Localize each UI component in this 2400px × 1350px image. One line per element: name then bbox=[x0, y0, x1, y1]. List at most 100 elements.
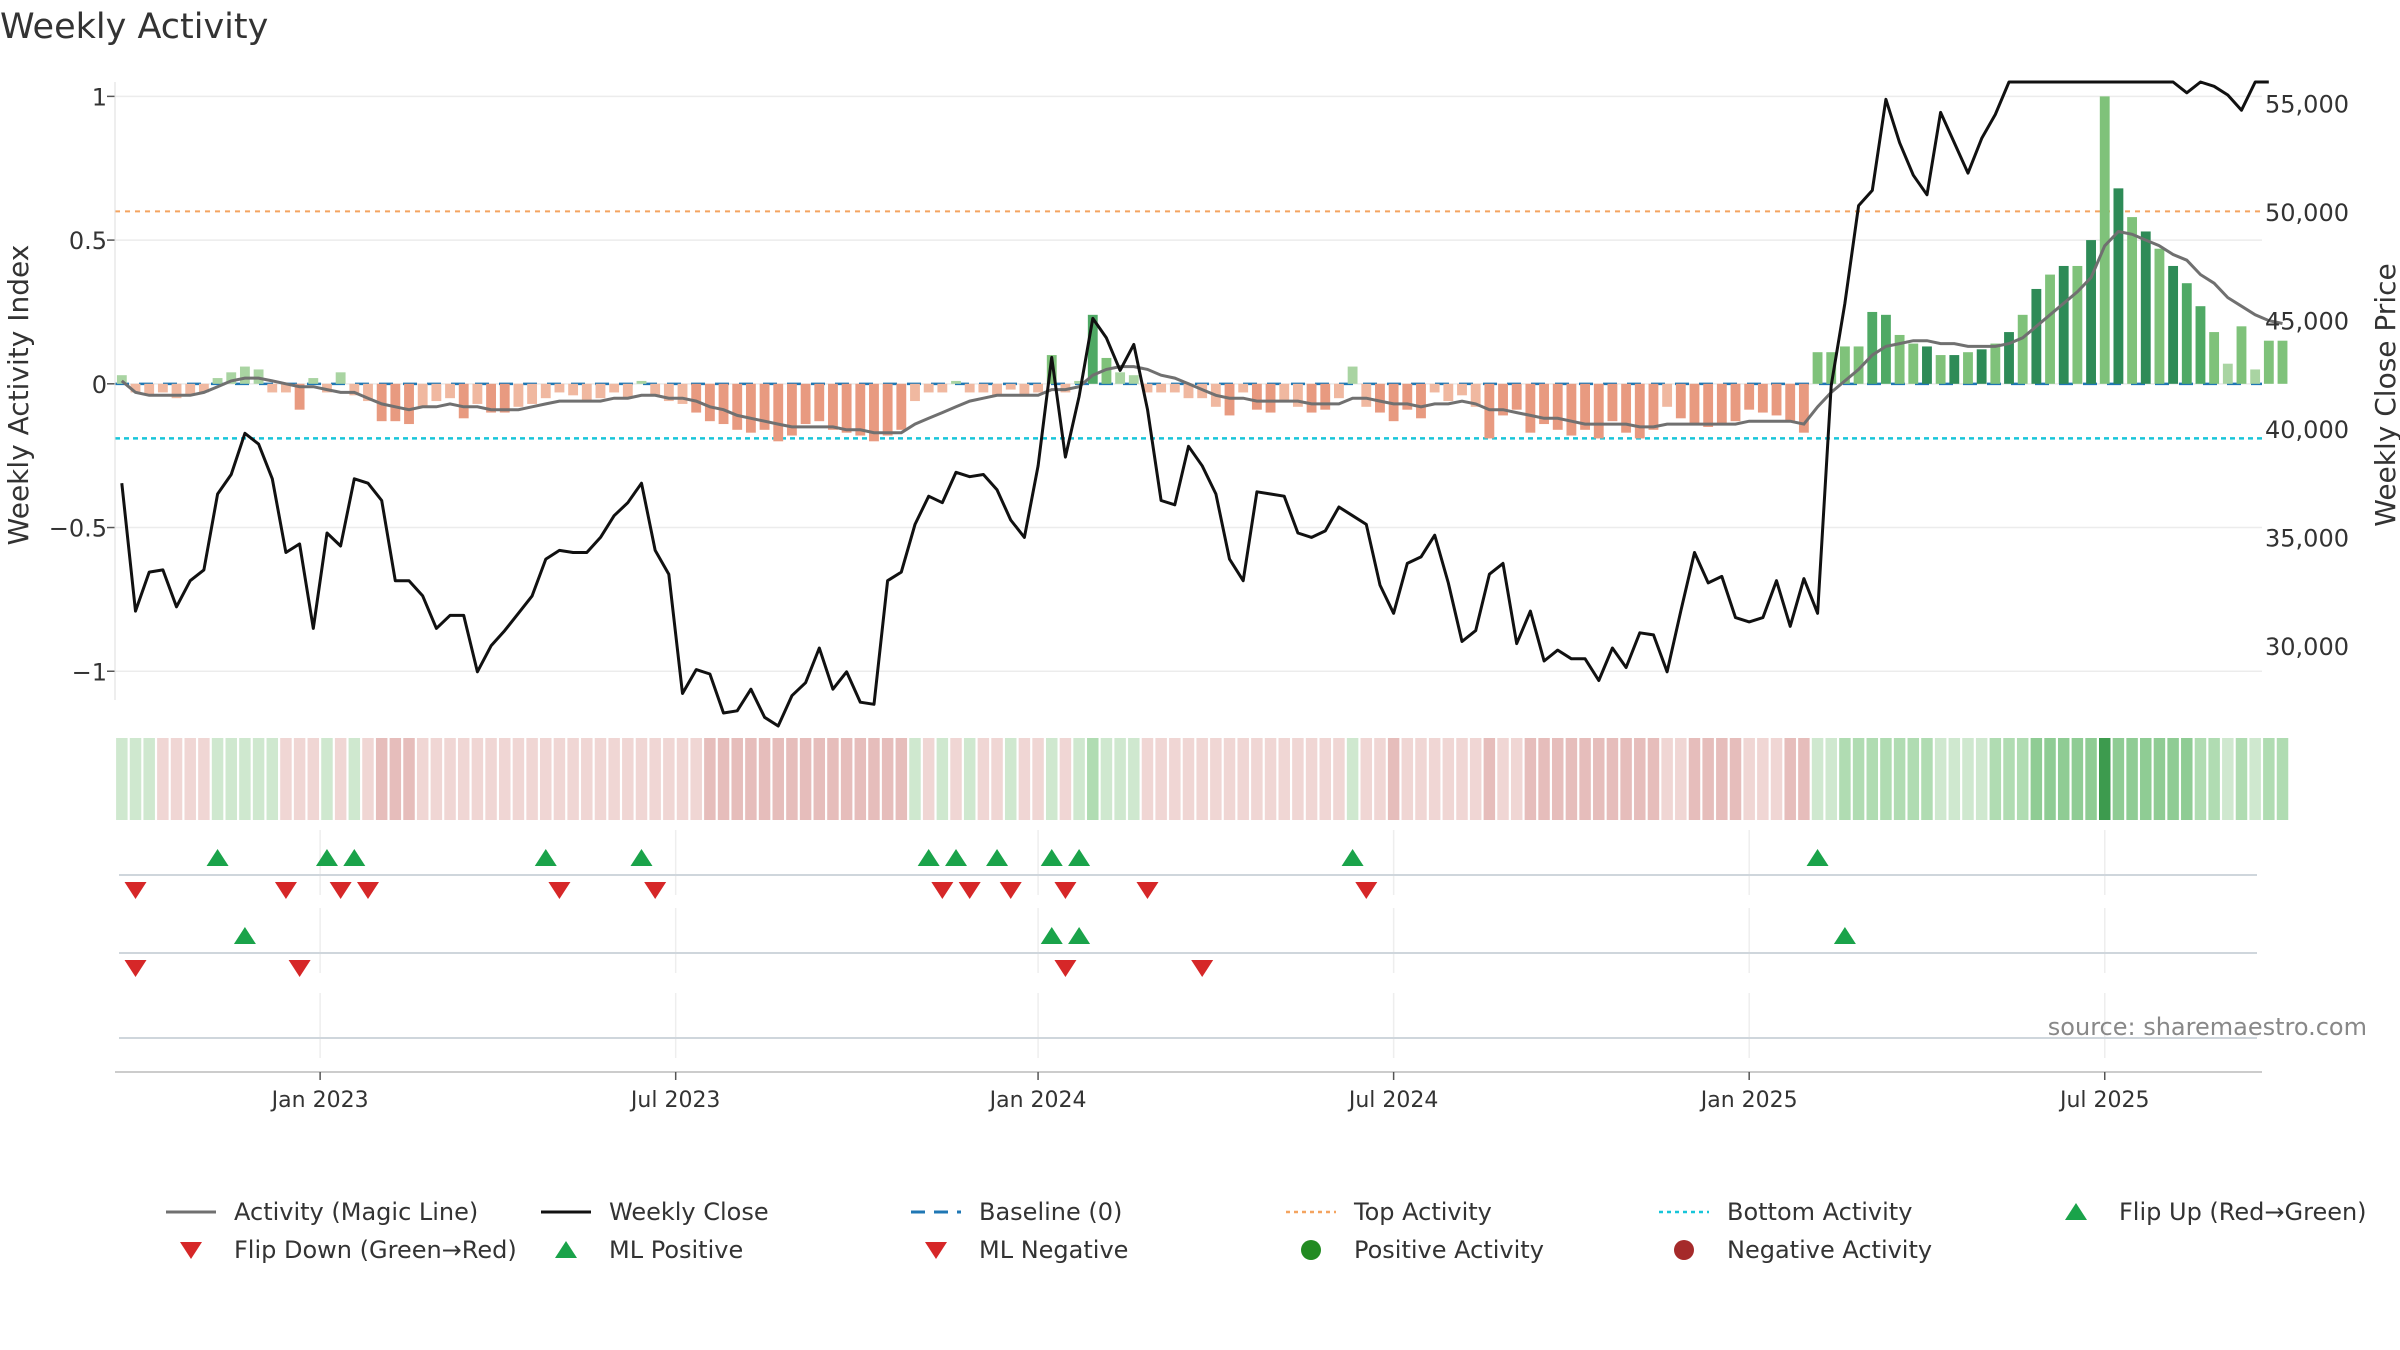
regime-cell bbox=[1866, 738, 1879, 820]
activity-bar bbox=[1662, 383, 1673, 407]
x-tick-label: Jul 2024 bbox=[1347, 1088, 1439, 1113]
legend-item: Positive Activity bbox=[1280, 1236, 1544, 1264]
activity-bar bbox=[1552, 383, 1563, 430]
activity-bar bbox=[581, 383, 592, 402]
activity-bar bbox=[1334, 383, 1344, 399]
regime-cell bbox=[745, 738, 757, 820]
legend-label: Bottom Activity bbox=[1727, 1198, 1913, 1226]
signal-panels bbox=[119, 830, 2257, 1058]
regime-cell bbox=[2085, 738, 2097, 820]
regime-cell bbox=[293, 738, 306, 820]
regime-cell bbox=[991, 738, 1003, 820]
regime-cell bbox=[1538, 738, 1550, 820]
activity-bar bbox=[1183, 383, 1194, 399]
activity-bar bbox=[1525, 383, 1536, 433]
regime-cell bbox=[717, 738, 730, 820]
source-note: source: sharemaestro.com bbox=[2048, 1013, 2367, 1041]
regime-cell bbox=[1169, 738, 1181, 820]
legend-label: Negative Activity bbox=[1727, 1236, 1933, 1264]
legend-label: Weekly Close bbox=[609, 1198, 769, 1226]
regime-cell bbox=[1046, 738, 1058, 820]
activity-bar bbox=[1757, 383, 1768, 413]
activity-bar bbox=[472, 383, 483, 404]
ml-positive-marker bbox=[1068, 927, 1091, 944]
activity-bar bbox=[1142, 383, 1153, 393]
ml-negative-marker bbox=[1191, 960, 1214, 977]
activity-bar bbox=[923, 383, 934, 393]
regime-cell bbox=[321, 738, 333, 820]
legend: Activity (Magic Line) Weekly Close Baselin… bbox=[160, 1198, 2367, 1278]
activity-bar bbox=[1416, 383, 1426, 419]
legend-item: Top Activity bbox=[1280, 1198, 1492, 1226]
activity-bar bbox=[1607, 383, 1618, 422]
activity-bar bbox=[1402, 383, 1413, 410]
regime-cell bbox=[1565, 738, 1578, 820]
flip-down-marker bbox=[999, 882, 1022, 899]
regime-cell bbox=[1948, 738, 1961, 820]
x-axis: Jan 2023 Jul 2023 Jan 2024 Jul 2024 Jan 2025… bbox=[115, 1071, 2262, 1113]
regime-cell bbox=[772, 738, 784, 820]
flip-up-marker bbox=[206, 849, 229, 866]
x-tick-label: Jan 2023 bbox=[270, 1088, 369, 1113]
activity-bar bbox=[1087, 314, 1098, 384]
y2-tick-label: 50,000 bbox=[2265, 199, 2349, 227]
legend-item: Baseline (0) bbox=[905, 1198, 1122, 1226]
regime-cell bbox=[416, 738, 429, 820]
activity-bar bbox=[1128, 375, 1139, 384]
legend-swatch bbox=[166, 1210, 216, 1214]
regime-cell bbox=[868, 738, 880, 820]
regime-cell bbox=[1702, 738, 1714, 820]
activity-bar bbox=[1498, 383, 1508, 416]
regime-cell bbox=[1729, 738, 1742, 820]
activity-bar bbox=[1634, 383, 1645, 439]
regime-cell bbox=[116, 738, 128, 820]
activity-bar bbox=[1074, 380, 1085, 384]
flip-down-marker bbox=[329, 882, 352, 899]
flip-up-marker bbox=[343, 849, 366, 866]
regime-cell bbox=[2181, 738, 2193, 820]
x-tick-label: Jan 2025 bbox=[1699, 1088, 1798, 1113]
y-tick-label: 1 bbox=[92, 83, 107, 111]
activity-bar bbox=[1470, 383, 1481, 407]
activity-bar bbox=[759, 383, 770, 430]
legend-item: ML Positive bbox=[535, 1236, 743, 1264]
y2-tick-label: 45,000 bbox=[2265, 308, 2349, 336]
flip-up-marker bbox=[1806, 849, 1829, 866]
activity-bar bbox=[828, 383, 838, 430]
flip-down-marker bbox=[356, 882, 379, 899]
regime-cell bbox=[1647, 738, 1660, 820]
activity-bar bbox=[1251, 383, 1262, 410]
legend-swatch bbox=[1659, 1210, 1709, 1214]
activity-bar bbox=[1675, 383, 1686, 419]
activity-bar bbox=[1429, 383, 1440, 393]
x-tick-label: Jan 2024 bbox=[988, 1088, 1087, 1113]
activity-bar bbox=[157, 383, 168, 393]
flip-down-marker bbox=[958, 882, 981, 899]
regime-cell bbox=[2030, 738, 2043, 820]
regime-cell bbox=[1469, 738, 1482, 820]
regime-cell bbox=[2194, 738, 2207, 820]
activity-bar bbox=[2045, 274, 2055, 384]
legend-label: ML Negative bbox=[979, 1236, 1129, 1264]
activity-bar bbox=[1443, 383, 1454, 402]
regime-cell bbox=[553, 738, 566, 820]
regime-cell bbox=[1442, 738, 1455, 820]
activity-bar bbox=[1580, 383, 1591, 430]
regime-cell bbox=[1962, 738, 1974, 820]
activity-bar bbox=[1689, 383, 1700, 425]
regime-cell bbox=[1770, 738, 1783, 820]
regime-cell bbox=[1934, 738, 1947, 820]
activity-bar bbox=[116, 375, 127, 384]
activity-bar bbox=[622, 383, 633, 399]
regime-cell bbox=[457, 738, 470, 820]
legend-swatch bbox=[1674, 1240, 1694, 1260]
series-lines bbox=[120, 80, 2283, 728]
activity-bar bbox=[636, 380, 647, 384]
activity-bar bbox=[1771, 383, 1782, 416]
regime-cell bbox=[1620, 738, 1632, 820]
regime-cell bbox=[895, 738, 908, 820]
legend-swatch bbox=[1301, 1240, 1321, 1260]
regime-cell bbox=[2208, 738, 2220, 820]
regime-cell bbox=[485, 738, 497, 820]
